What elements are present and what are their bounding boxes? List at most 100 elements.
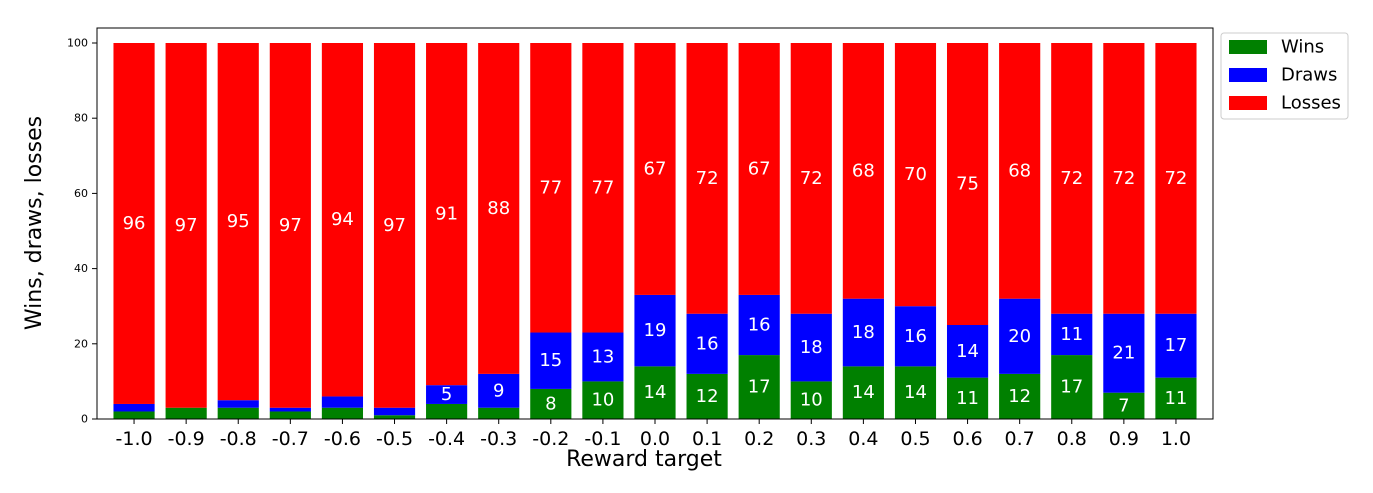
legend-swatch-draws <box>1229 68 1267 82</box>
y-tick-label: 40 <box>74 262 88 275</box>
bar-draws-0.9 <box>1103 313 1145 393</box>
bar-label-draws-0.1: 16 <box>696 333 719 354</box>
bar-label-draws-0.9: 21 <box>1112 343 1135 364</box>
x-tick-label: 1.0 <box>1161 428 1191 450</box>
bar-label-draws-0.4: 18 <box>852 322 875 343</box>
y-tick-label: 0 <box>81 413 88 426</box>
bar-draws-0.6 <box>946 325 989 378</box>
bar-label-draws--0.3: 9 <box>493 380 504 401</box>
bar-wins--0.3 <box>478 407 520 419</box>
bar-label-wins-0.5: 14 <box>904 382 927 403</box>
bar-losses--0.4 <box>426 43 468 386</box>
bar-draws-0.7 <box>999 298 1041 374</box>
bar-label-wins-0.2: 17 <box>748 377 771 398</box>
bar-label-losses--0.8: 95 <box>227 211 250 232</box>
bar-losses--0.9 <box>165 43 207 408</box>
bar-wins--0.9 <box>165 407 207 419</box>
x-tick-label: -0.1 <box>584 428 621 450</box>
bar-label-losses-0.7: 68 <box>1008 160 1031 181</box>
legend-label-losses: Losses <box>1281 93 1341 114</box>
x-tick-label: -0.9 <box>168 428 205 450</box>
bar-wins-0.2 <box>738 355 780 419</box>
bar-label-losses-0.9: 72 <box>1112 168 1135 189</box>
bar-label-wins--0.1: 10 <box>591 390 614 411</box>
bar-label-losses-1.0: 72 <box>1164 168 1187 189</box>
x-tick-label: 0.8 <box>1057 428 1087 450</box>
bar-label-draws-0.6: 14 <box>956 341 979 362</box>
bar-label-losses-0.0: 67 <box>644 158 667 179</box>
bar-losses-0.6 <box>946 43 989 325</box>
legend-swatch-wins <box>1229 40 1267 54</box>
bar-wins-0.4 <box>842 366 884 419</box>
x-tick-label: 0.5 <box>900 428 930 450</box>
bar-losses--0.2 <box>530 43 572 333</box>
y-tick-label: 60 <box>74 187 88 200</box>
bar-losses-0.2 <box>738 43 780 295</box>
bar-losses-0.4 <box>842 43 884 299</box>
bar-wins-0.0 <box>634 366 676 419</box>
bar-label-wins-0.0: 14 <box>644 382 667 403</box>
bar-draws-0.8 <box>1051 313 1093 356</box>
x-axis-label: Reward target <box>566 447 722 472</box>
legend-label-draws: Draws <box>1281 65 1337 86</box>
bar-draws-0.5 <box>894 306 937 367</box>
bar-label-wins-0.9: 7 <box>1118 395 1129 416</box>
bar-wins--0.7 <box>269 411 311 419</box>
bar-label-losses--0.9: 97 <box>175 215 198 236</box>
bar-draws-0.4 <box>842 298 884 367</box>
bar-label-losses--0.7: 97 <box>279 215 302 236</box>
bar-label-wins-0.8: 17 <box>1060 377 1083 398</box>
bar-wins-0.3 <box>790 381 832 419</box>
bar-label-losses--0.2: 77 <box>539 177 562 198</box>
x-tick-label: -0.6 <box>324 428 361 450</box>
bar-wins-0.8 <box>1051 355 1093 419</box>
bar-losses-1.0 <box>1155 43 1197 314</box>
bar-draws-0.3 <box>790 313 832 382</box>
bar-wins--0.6 <box>321 407 364 419</box>
bar-wins-1.0 <box>1155 377 1197 419</box>
bar-label-losses-0.6: 75 <box>956 174 979 195</box>
y-tick-label: 100 <box>67 37 88 50</box>
bar-wins-0.6 <box>946 377 989 419</box>
x-tick-label: -0.3 <box>480 428 517 450</box>
bar-wins-0.9 <box>1103 392 1145 419</box>
x-tick-label: 0.1 <box>692 428 722 450</box>
bar-losses--0.8 <box>217 43 259 401</box>
legend-swatch-losses <box>1229 96 1267 110</box>
x-tick-label: 0.0 <box>640 428 670 450</box>
bar-label-losses--0.1: 77 <box>591 177 614 198</box>
bar-wins--0.5 <box>373 415 416 419</box>
bar-wins--0.2 <box>530 388 572 419</box>
bar-label-draws--0.2: 15 <box>539 350 562 371</box>
bar-label-draws-1.0: 17 <box>1164 335 1187 356</box>
bar-wins--0.4 <box>426 403 468 419</box>
y-tick-label: 20 <box>74 337 88 350</box>
bar-losses--0.3 <box>478 43 520 374</box>
x-tick-label: 0.2 <box>744 428 774 450</box>
bar-label-losses-0.5: 70 <box>904 164 927 185</box>
bar-label-draws--0.1: 13 <box>591 346 614 367</box>
bar-draws--1.0 <box>113 403 155 412</box>
bar-draws--0.1 <box>582 332 624 382</box>
bar-losses--0.1 <box>582 43 624 333</box>
y-axis: 0 20 40 60 80 100 <box>67 37 97 426</box>
x-tick-label: -0.7 <box>272 428 309 450</box>
bar-label-draws-0.2: 16 <box>748 315 771 336</box>
bar-label-draws-0.0: 19 <box>644 320 667 341</box>
bar-losses-0.0 <box>634 43 676 295</box>
bar-draws--0.8 <box>217 400 259 408</box>
x-tick-label: 0.9 <box>1109 428 1139 450</box>
bar-draws--0.3 <box>478 373 520 408</box>
bar-label-draws-0.8: 11 <box>1060 324 1083 345</box>
bar-draws-0.2 <box>738 294 780 356</box>
bar-losses--0.6 <box>321 43 364 397</box>
bar-draws--0.4 <box>426 385 468 404</box>
bar-losses--0.7 <box>269 43 311 408</box>
bar-label-losses-0.1: 72 <box>696 168 719 189</box>
bar-losses-0.1 <box>686 43 728 314</box>
y-tick-label: 80 <box>74 112 88 125</box>
bar-label-losses--0.6: 94 <box>331 209 354 230</box>
legend: Wins Draws Losses <box>1220 32 1349 120</box>
bar-label-losses--0.3: 88 <box>487 198 510 219</box>
